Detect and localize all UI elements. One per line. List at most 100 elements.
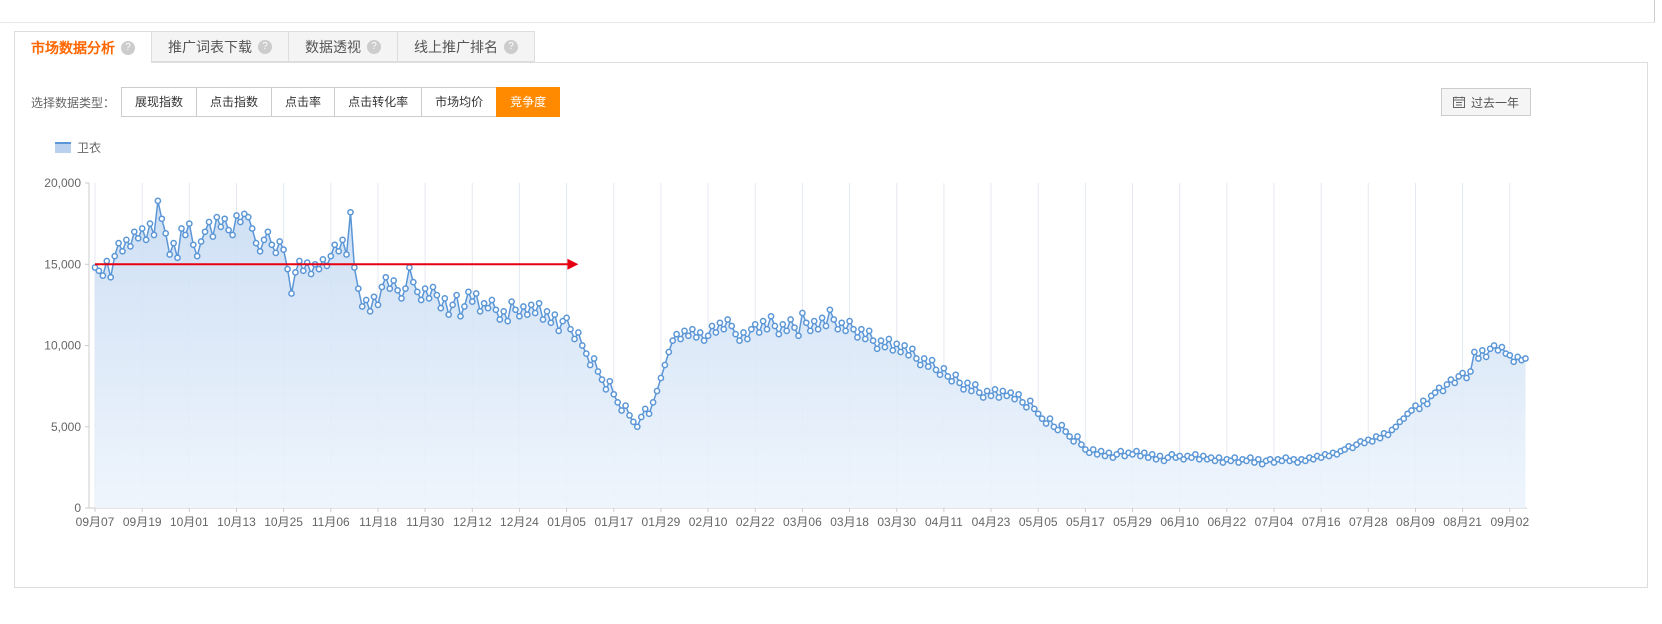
x-tick-label: 07月28 [1349,515,1388,529]
data-point [944,373,952,380]
data-point [755,329,763,336]
help-icon[interactable]: ? [504,39,518,54]
x-tick-label: 05月29 [1113,515,1152,529]
x-tick-label: 01月05 [547,515,586,529]
data-point [555,327,563,335]
data-point [166,251,174,258]
help-icon[interactable]: ? [258,39,272,54]
data-point [296,257,303,265]
data-point [897,348,904,356]
data-point [248,225,256,232]
data-point [142,236,150,244]
data-point [614,399,622,406]
data-point [747,325,755,333]
data-point [362,296,370,304]
data-point [484,304,492,312]
data-point [645,410,653,418]
data-point [712,329,720,336]
data-point [520,303,527,310]
data-point [461,303,468,310]
data-point [641,405,649,413]
x-tick-label: 10月13 [217,515,256,529]
data-point [413,288,421,296]
tab-online-promo-ranking[interactable]: 线上推广排名 ? [397,31,535,62]
data-point [217,223,225,231]
data-point [767,312,775,320]
tab-label: 推广词表下载 [168,38,252,55]
data-point [1026,397,1034,405]
data-point [429,283,437,291]
data-point [197,238,205,245]
tab-label: 市场数据分析 [31,39,115,56]
x-tick-label: 08月21 [1443,515,1482,529]
data-point [480,299,488,307]
data-point [956,379,963,387]
help-icon[interactable]: ? [121,40,135,55]
data-point [830,316,838,323]
data-point [916,361,924,369]
data-point [885,335,893,343]
legend-label: 卫衣 [77,141,102,155]
data-point [205,218,213,226]
data-point [637,413,645,421]
data-point [213,213,221,221]
data-type-button-competition[interactable]: 竞争度 [496,87,561,117]
data-point [1467,368,1474,375]
help-icon[interactable]: ? [367,39,381,54]
data-point [948,377,956,385]
calendar-icon [1452,96,1465,108]
data-type-button-cvr[interactable]: 点击转化率 [334,87,423,117]
x-tick-label: 11月18 [359,515,397,529]
data-point [791,324,798,331]
data-point [657,374,665,382]
data-type-button-click-index[interactable]: 点击指数 [196,87,273,117]
data-type-button-impression-index[interactable]: 展现指数 [121,87,198,117]
data-point [264,228,272,236]
scrollbar-edge [1654,0,1655,22]
data-point [453,291,460,299]
data-point [799,309,806,317]
data-point [889,347,897,354]
data-point [653,387,661,395]
data-point [331,241,339,249]
data-point [1089,446,1097,453]
data-point [869,337,877,344]
x-tick-label: 05月05 [1019,515,1058,529]
data-point [838,319,846,327]
data-point [508,298,515,305]
data-point [1384,431,1392,439]
x-tick-label: 03月18 [830,515,869,529]
data-point [252,239,260,247]
competition-trend-chart[interactable]: 09月07 09月19 10月01 10月13 10月25 11月06 11月18 11月30… [27,175,1539,543]
data-point [1463,374,1470,382]
data-point [457,312,464,320]
main-panel: 选择数据类型： 展现指数 点击指数 点击率 点击转化率 市场均价 竞争度 过去一… [14,62,1648,588]
data-point [417,296,425,304]
data-type-button-market-avg-price[interactable]: 市场均价 [421,87,498,117]
data-point [728,322,736,330]
data-point [704,332,712,340]
data-point [182,231,189,239]
data-point [366,308,374,315]
data-type-button-ctr[interactable]: 点击率 [271,87,336,117]
data-point [1490,342,1498,349]
tab-data-pivot[interactable]: 数据透视 ? [288,31,398,62]
data-point [810,317,818,325]
data-point [158,215,166,223]
data-point [590,355,598,362]
data-point [123,236,130,244]
tab-market-data-analysis[interactable]: 市场数据分析 ? [14,31,152,63]
data-point [1443,381,1451,388]
x-tick-label: 10月01 [170,515,209,529]
data-point [563,314,570,322]
data-point [1400,415,1408,422]
data-point [354,285,362,292]
data-point [134,234,142,242]
legend-item-hoodie[interactable]: 卫衣 [55,139,101,156]
data-point [276,238,284,245]
x-tick-label: 04月23 [972,515,1011,529]
tab-promo-word-list-download[interactable]: 推广词表下载 ? [151,31,289,62]
data-point [1471,348,1478,356]
date-range-button[interactable]: 过去一年 [1440,88,1531,116]
x-tick-label: 05月17 [1066,515,1105,529]
